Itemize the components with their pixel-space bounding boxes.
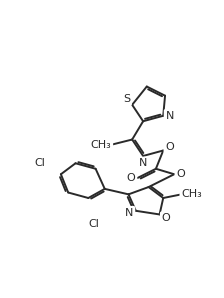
Text: S: S [123, 94, 130, 104]
Text: O: O [176, 169, 185, 179]
Text: O: O [165, 142, 174, 152]
Text: N: N [125, 208, 134, 218]
Text: Cl: Cl [88, 219, 99, 229]
Text: CH₃: CH₃ [181, 189, 202, 199]
Text: N: N [166, 111, 174, 121]
Text: CH₃: CH₃ [91, 140, 112, 150]
Text: O: O [162, 213, 170, 223]
Text: O: O [127, 173, 136, 183]
Text: Cl: Cl [34, 158, 45, 168]
Text: N: N [139, 158, 147, 168]
